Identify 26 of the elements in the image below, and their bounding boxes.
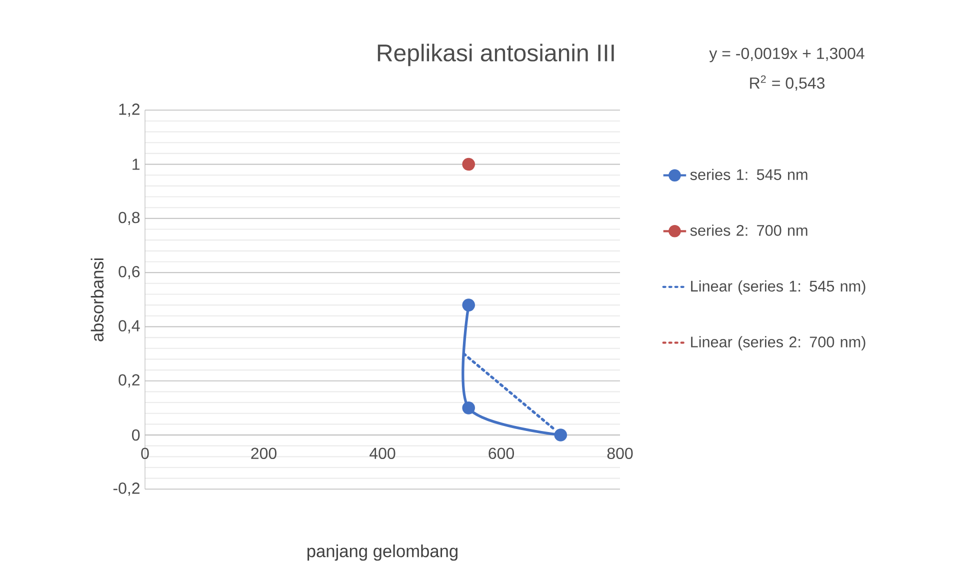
point	[462, 401, 476, 414]
y-tick-label: 0,8	[118, 212, 140, 225]
y-tick-label: 0,2	[118, 374, 140, 388]
text: y = -0,0019x + 1,3004	[709, 48, 864, 62]
legend-label: Linear (series 2: 700 nm)	[691, 336, 866, 350]
legend-label: Linear (series 1: 545 nm)	[691, 280, 866, 295]
y-tick-label: 0	[132, 429, 140, 441]
y-tick-label: 0,6	[118, 266, 140, 280]
y-tick-label: 1	[132, 158, 140, 170]
y-tick-label: 0,4	[118, 320, 140, 334]
point	[462, 158, 476, 171]
point	[554, 428, 568, 442]
text: R$^{2}$ = 0,543	[750, 75, 825, 91]
x-tick-label: 600	[488, 448, 514, 459]
y-tick-label: 1,2	[119, 103, 140, 117]
legend-label: series 1: 545 nm	[690, 168, 808, 180]
x-tick-label: 200	[251, 448, 276, 459]
legend-label: series 2: 700 nm	[690, 224, 808, 236]
chart-title: Replikasi antosianin III	[378, 44, 614, 66]
x-tick-label: 400	[370, 448, 396, 459]
x-tick-label: 800	[607, 448, 633, 459]
point	[462, 298, 476, 312]
y-axis-title: absorbansi	[90, 258, 104, 342]
y-tick-label: -0,2	[113, 482, 140, 496]
x-axis-title: panjang gelombang	[307, 544, 458, 561]
x-tick-label: 0	[141, 448, 149, 459]
